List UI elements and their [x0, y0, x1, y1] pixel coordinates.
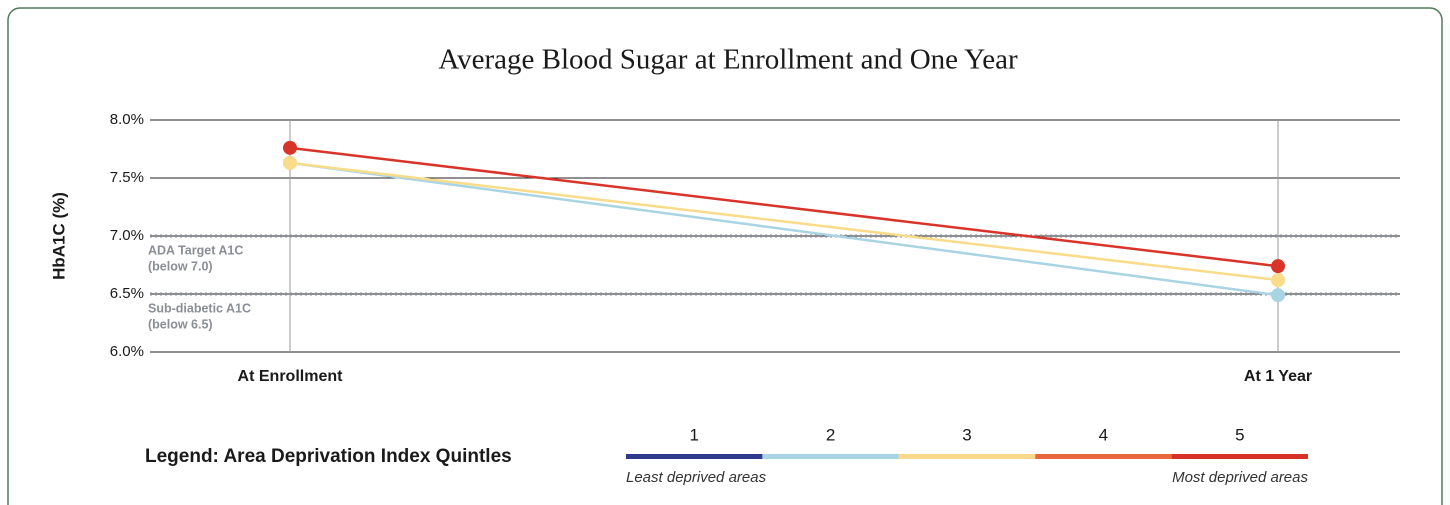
legend-swatch	[1171, 454, 1308, 459]
y-axis-label: HbA1C (%)	[49, 192, 68, 280]
y-tick-label: 6.0%	[110, 343, 144, 360]
legend-high-label: Most deprived areas	[1172, 469, 1308, 486]
data-point	[283, 140, 297, 155]
series-line	[289, 161, 1279, 282]
legend-label: 2	[826, 425, 835, 444]
y-tick-label: 7.0%	[110, 227, 144, 244]
data-point	[1271, 259, 1285, 274]
card	[7, 7, 1443, 505]
legend-title: Legend: Area Deprivation Index Quintles	[145, 446, 512, 467]
data-point	[283, 155, 297, 170]
y-tick-label: 6.5%	[110, 285, 144, 302]
legend-low-label: Least deprived areas	[626, 469, 767, 486]
legend-label: 3	[962, 425, 971, 444]
reference-label: (below 7.0)	[148, 259, 213, 273]
legend-label: 5	[1235, 425, 1244, 444]
y-tick-label: 7.5%	[110, 169, 144, 186]
legend-swatch	[898, 454, 1036, 459]
series-line	[289, 146, 1279, 268]
x-tick-label: At Enrollment	[238, 368, 344, 385]
reference-label: Sub-diabetic A1C	[148, 301, 251, 315]
legend-swatch	[626, 454, 763, 459]
data-point	[1271, 273, 1285, 288]
x-tick-label: At 1 Year	[1244, 368, 1312, 385]
legend-swatch	[762, 454, 899, 459]
legend-label: 4	[1099, 425, 1108, 444]
reference-label: (below 6.5)	[148, 317, 213, 331]
data-point	[1271, 288, 1285, 303]
series-line	[289, 161, 1279, 297]
legend-label: 1	[689, 425, 698, 444]
reference-label: ADA Target A1C	[148, 243, 243, 257]
legend-swatch	[1035, 454, 1172, 459]
y-tick-label: 8.0%	[110, 111, 144, 128]
chart-title: Average Blood Sugar at Enrollment and On…	[438, 44, 1018, 76]
